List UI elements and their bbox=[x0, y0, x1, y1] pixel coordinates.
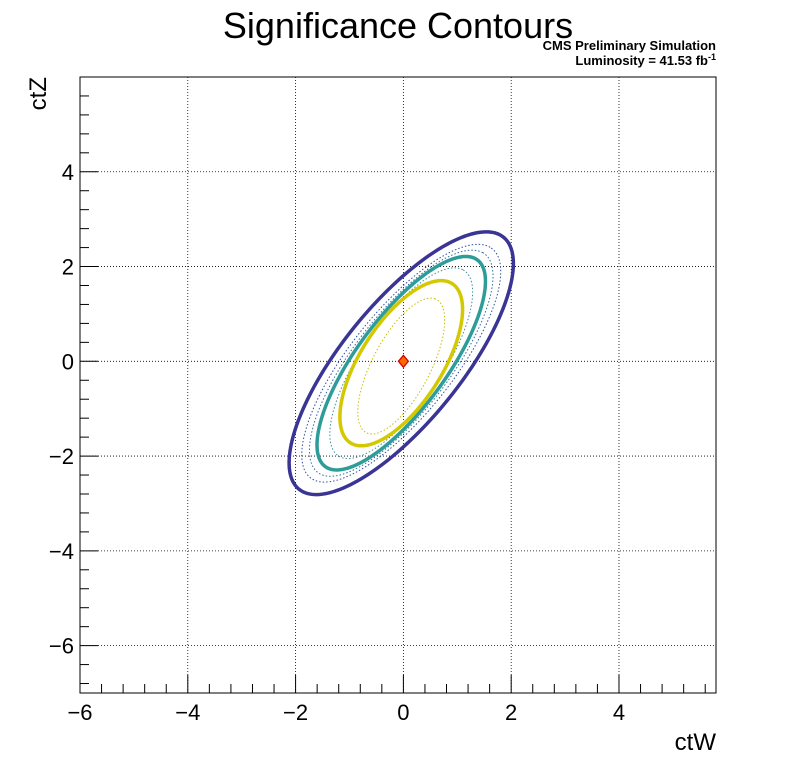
x-axis-title: ctW bbox=[675, 729, 717, 756]
contour-c7 bbox=[357, 297, 446, 435]
y-axis-title: ctZ bbox=[25, 77, 52, 110]
plot-frame bbox=[79, 76, 717, 694]
cms-label: CMS Preliminary Simulation bbox=[543, 38, 716, 53]
contour-c5 bbox=[329, 267, 474, 460]
x-tick-label: 4 bbox=[613, 700, 625, 725]
contour-c4 bbox=[315, 254, 488, 472]
axis-ticks bbox=[79, 76, 706, 693]
contour-c3 bbox=[308, 249, 494, 477]
y-tick-label: −2 bbox=[49, 444, 74, 469]
best-fit-group bbox=[397, 354, 410, 369]
luminosity-label: Luminosity = 41.53 fb-1 bbox=[575, 52, 716, 68]
y-tick-label: 4 bbox=[62, 160, 74, 185]
contour-lines bbox=[287, 230, 516, 497]
x-tick-label: −2 bbox=[283, 700, 308, 725]
x-tick-label: −6 bbox=[67, 700, 92, 725]
best-fit-marker bbox=[397, 354, 410, 369]
y-tick-label: 0 bbox=[62, 349, 74, 374]
grid-lines bbox=[80, 77, 716, 693]
contour-c2 bbox=[301, 243, 502, 483]
x-tick-label: 0 bbox=[397, 700, 409, 725]
luminosity-value: Luminosity = 41.53 fb bbox=[575, 53, 708, 68]
y-tick-label: 2 bbox=[62, 255, 74, 280]
chart-title: Significance Contours bbox=[223, 5, 573, 46]
y-tick-labels: −6 −4 −2 0 2 4 bbox=[49, 160, 74, 659]
luminosity-exponent: -1 bbox=[708, 52, 716, 62]
x-tick-labels: −6 −4 −2 0 2 4 bbox=[67, 700, 625, 725]
y-tick-label: −6 bbox=[49, 634, 74, 659]
contour-c6 bbox=[338, 278, 465, 448]
x-tick-label: −4 bbox=[175, 700, 200, 725]
y-tick-label: −4 bbox=[49, 539, 74, 564]
contour-c1 bbox=[287, 230, 516, 497]
x-tick-label: 2 bbox=[505, 700, 517, 725]
